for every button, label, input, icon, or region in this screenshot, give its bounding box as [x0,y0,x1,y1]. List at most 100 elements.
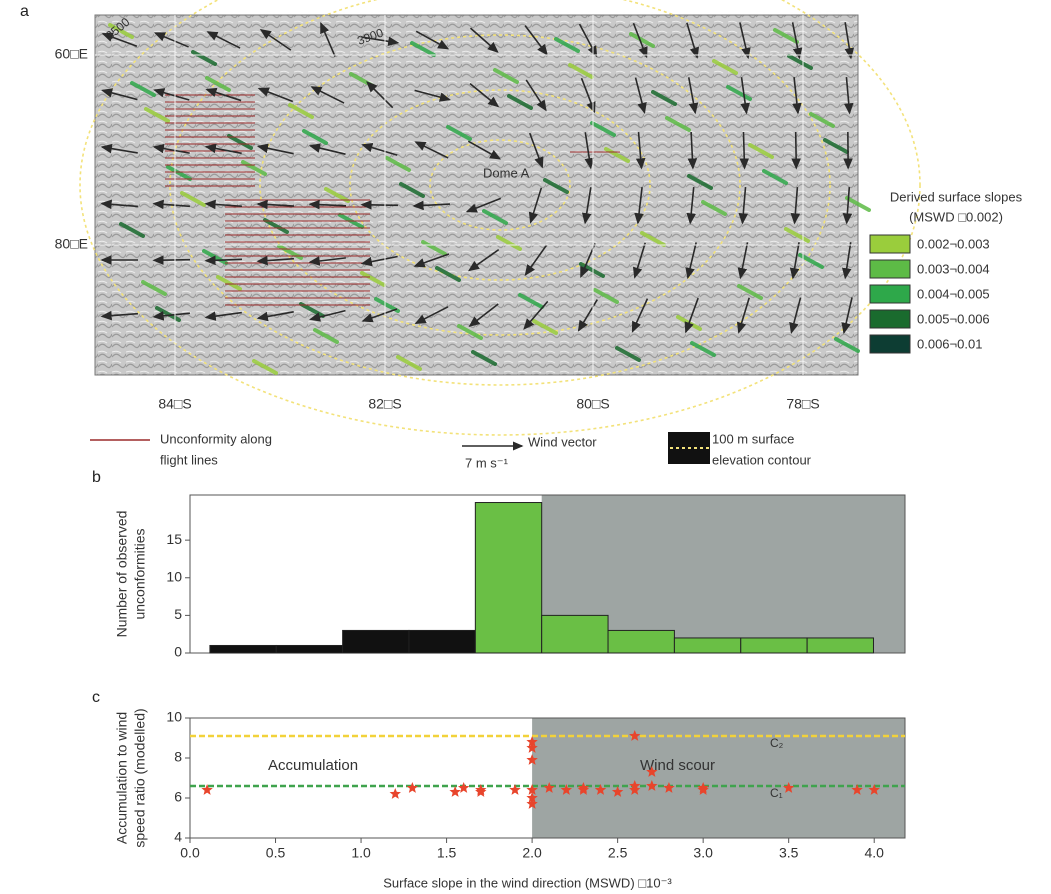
wind-arrow [153,88,190,101]
map-panel [79,0,921,436]
wind-arrow [524,244,548,276]
wind-arrow [528,187,543,224]
wind-arrow [362,36,400,47]
wind-arrow [685,242,697,280]
slope-streak [191,50,217,66]
wind-arrow [308,256,346,266]
x-tick-label: 0.0 [180,845,200,861]
bar [607,629,675,654]
x-tick-label: 4.0 [864,845,884,861]
wind-arrow [467,248,500,272]
star-point [475,786,487,797]
slope-streak [568,63,594,79]
star-point [509,784,521,795]
wind-arrow [686,187,696,225]
wind-arrow [152,143,190,154]
key-label: 100 m surface [712,431,794,446]
star-point [526,792,538,803]
wind-arrow [635,131,646,170]
wind-arrow [469,83,500,108]
elevation-contour [429,139,571,231]
star-point [526,784,538,795]
star-point [389,788,401,799]
legend-title: (MSWD □0.002) [909,209,1003,224]
wind-arrow [524,25,548,56]
wind-arrow [469,27,499,53]
key-label: Unconformity along [160,431,272,446]
wind-arrow [578,23,598,58]
wind-arrow [308,199,347,210]
wind-arrow [841,242,852,280]
legend-label: 0.002¬0.003 [917,236,990,251]
wind-arrow [634,187,644,225]
star-point [868,784,880,795]
y-tick-label: 10 [166,568,182,584]
wind-arrow [361,142,398,156]
wind-arrow [415,30,450,50]
wind-arrow [256,310,294,322]
slope-streak [252,359,278,375]
wind-arrow [738,186,749,225]
place-label: Dome A [483,165,530,180]
bar [342,629,410,654]
x-tick-label: 0.5 [266,845,286,861]
star-point [201,784,213,795]
y-tick-label: 15 [166,531,182,547]
key-label: flight lines [160,452,218,467]
wind-arrow [256,143,294,155]
star-point [646,766,658,777]
wind-arrow [791,131,801,170]
wind-arrow [739,22,751,60]
wind-arrow [737,242,749,280]
wind-arrow [740,77,750,115]
star-point [457,782,470,793]
wind-arrow [789,242,800,280]
slope-streak [241,160,267,176]
wind-arrow [205,87,242,102]
legend-label: 0.005¬0.006 [917,311,990,326]
lat-label: 60□E [55,46,88,62]
wind-arrow [632,242,647,279]
panel-label: b [92,469,101,486]
slope-streak [385,156,411,172]
star-point [611,786,624,797]
wind-arrow [791,22,803,60]
star-point [543,782,555,793]
wind-arrow [467,140,502,160]
slope-streak [421,240,447,256]
x-tick-label: 1.0 [351,845,371,861]
slope-streak [141,280,167,296]
wind-arrow [684,297,699,334]
slope-streak [324,187,350,203]
legend-label: 0.006¬0.01 [917,336,982,351]
y-axis-label: speed ratio (modelled) [132,708,148,847]
wind-arrow [528,132,544,169]
star-point [526,736,538,747]
annotation: Wind scour [640,757,715,774]
star-point [646,780,658,791]
panel-label: c [92,689,100,706]
wind-arrow [366,81,394,109]
slope-streak [798,253,824,269]
wind-arrow [632,22,648,59]
legend-swatch [869,259,911,279]
y-tick-label: 0 [174,644,182,660]
slope-streak [690,341,716,357]
lat-label: 80□E [55,236,88,252]
y-axis-label: Accumulation to wind [114,712,130,844]
key-label: Wind vector [528,434,597,449]
wind-arrow [101,32,138,47]
wind-arrow [687,131,698,170]
bar [408,629,476,654]
slope-streak [360,271,386,287]
slope-streak [302,129,328,145]
wind-arrow [843,76,854,115]
panel-label: a [20,3,29,20]
wind-arrow [101,88,138,101]
wind-arrow [414,141,449,159]
slope-streak [701,200,727,216]
slope-streak [590,121,616,137]
slope-streak [762,169,788,185]
slope-streak [543,178,569,194]
slope-streak [493,68,519,84]
